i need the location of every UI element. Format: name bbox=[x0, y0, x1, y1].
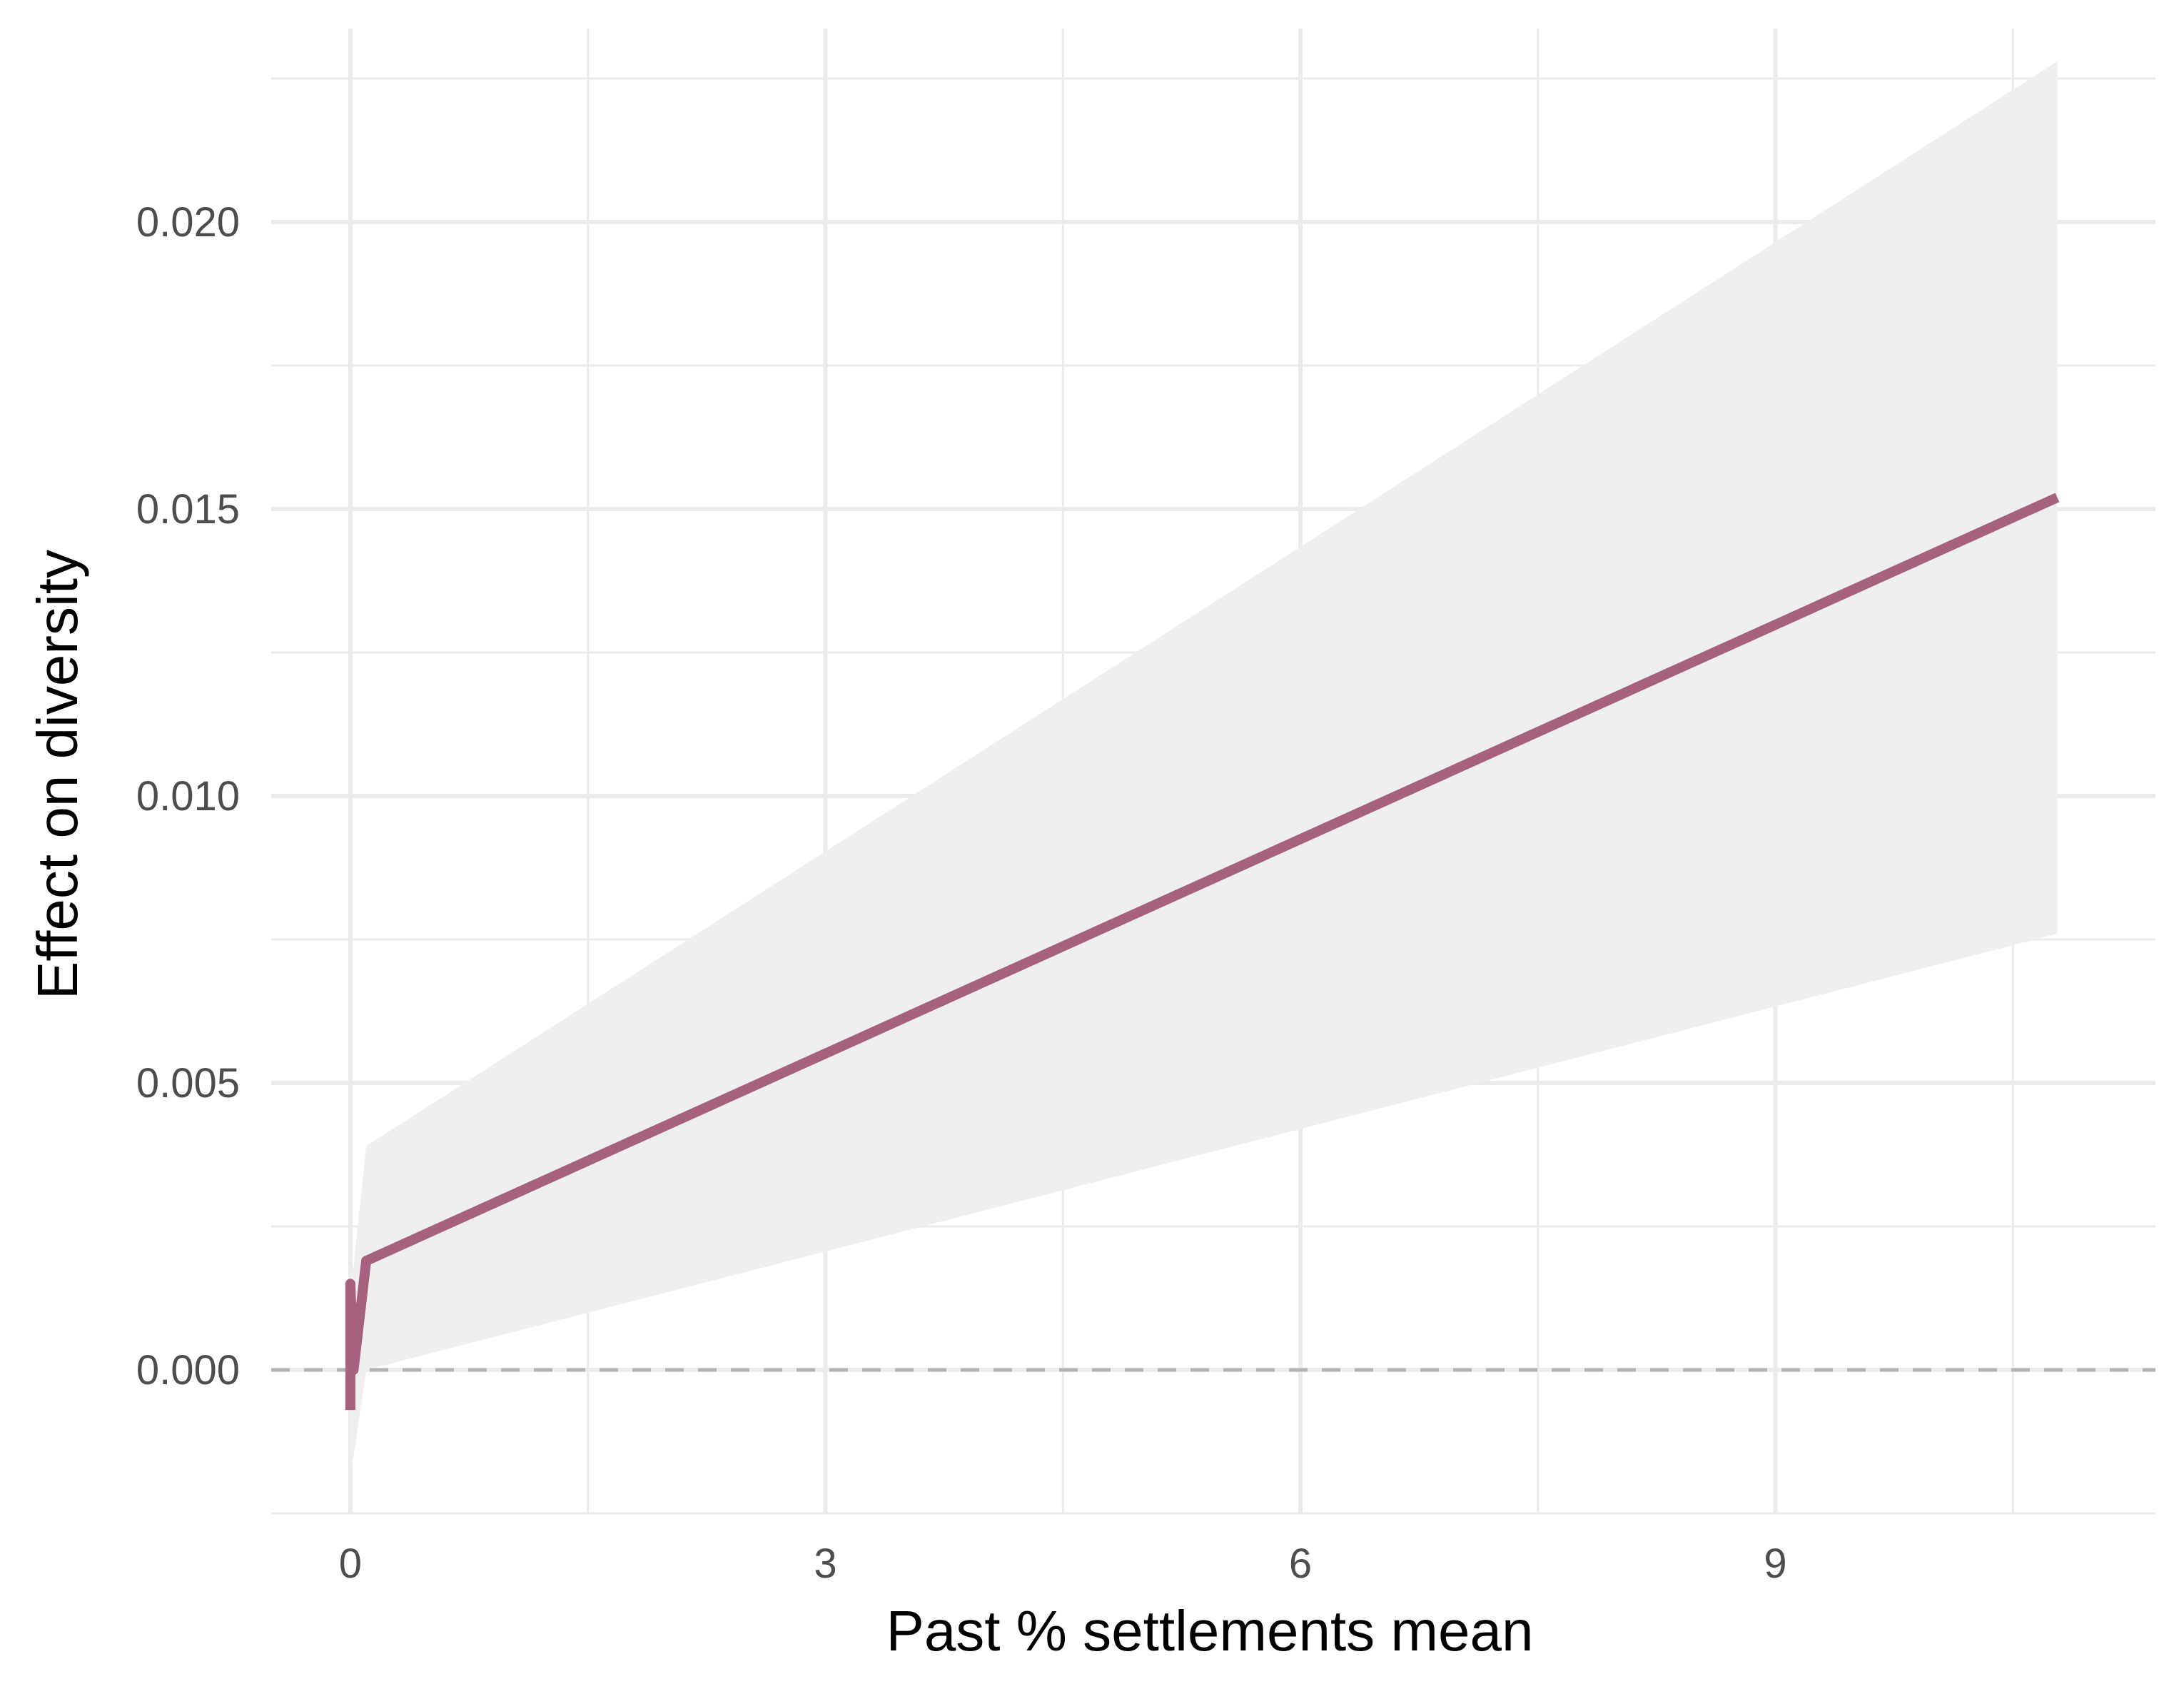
y-tick-label: 0.005 bbox=[136, 1060, 240, 1106]
y-tick-label: 0.000 bbox=[136, 1347, 240, 1393]
y-axis-tick-labels: 0.000 0.005 0.010 0.015 0.020 bbox=[136, 199, 240, 1393]
x-tick-label: 0 bbox=[339, 1541, 362, 1587]
x-axis-title: Past % settlements mean bbox=[886, 1599, 1533, 1663]
y-tick-label: 0.010 bbox=[136, 773, 240, 820]
confidence-ribbon bbox=[350, 61, 2058, 1473]
effect-line bbox=[345, 493, 2060, 1411]
x-tick-label: 6 bbox=[1289, 1541, 1312, 1587]
x-tick-label: 3 bbox=[814, 1541, 836, 1587]
x-axis-tick-labels: 0 3 6 9 bbox=[339, 1541, 1787, 1587]
y-tick-label: 0.015 bbox=[136, 486, 240, 533]
x-tick-label: 9 bbox=[1764, 1541, 1786, 1587]
y-tick-label: 0.020 bbox=[136, 199, 240, 246]
y-axis-title: Effect on diversity bbox=[26, 550, 89, 999]
